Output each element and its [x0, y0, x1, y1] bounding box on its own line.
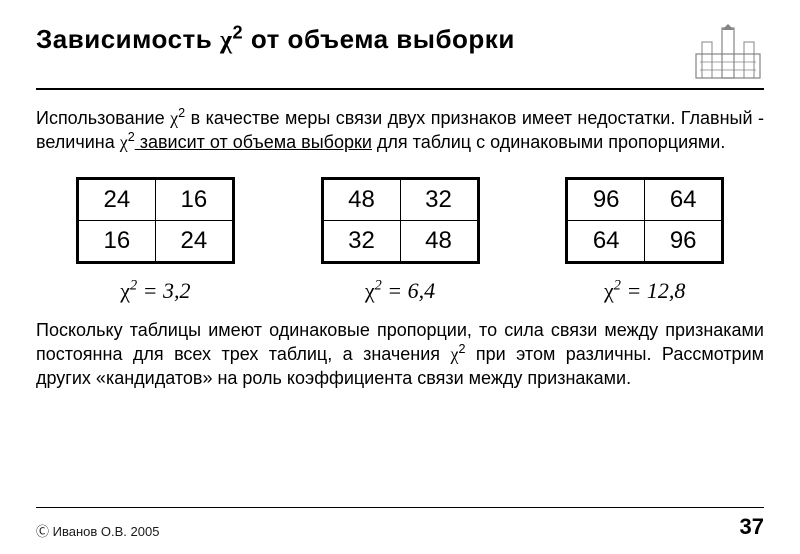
chi-exponent: 2 [128, 130, 135, 144]
cell: 16 [155, 178, 233, 220]
slide-title: Зависимость χ2 от объема выборки [36, 24, 515, 55]
chi-formula-1: χ2 = 3,2 [120, 278, 190, 304]
cell: 24 [77, 178, 155, 220]
chi-value: 3,2 [163, 278, 191, 303]
table-block-3: 96 64 64 96 χ2 = 12,8 [535, 177, 754, 304]
data-table-2: 48 32 32 48 [321, 177, 480, 264]
chi-formula-2: χ2 = 6,4 [365, 278, 435, 304]
page-number: 37 [740, 514, 764, 540]
cell: 96 [645, 220, 723, 262]
slide-footer: Ⓒ Иванов О.В. 2005 37 [36, 507, 764, 540]
table-block-1: 24 16 16 24 χ2 = 3,2 [46, 177, 265, 304]
title-pre: Зависимость [36, 24, 220, 54]
table-block-2: 48 32 32 48 χ2 = 6,4 [291, 177, 510, 304]
chi-symbol: χ [170, 108, 178, 128]
cell: 64 [567, 220, 645, 262]
chi-symbol: χ [220, 25, 233, 54]
chi-formula-3: χ2 = 12,8 [604, 278, 685, 304]
tables-container: 24 16 16 24 χ2 = 3,2 48 32 32 48 χ2 = 6,… [36, 177, 764, 304]
cell: 32 [400, 178, 478, 220]
cell: 96 [567, 178, 645, 220]
chi-exponent: 2 [233, 22, 244, 42]
intro-p4: для таблиц с одинаковыми пропорциями. [372, 132, 725, 152]
data-table-1: 24 16 16 24 [76, 177, 235, 264]
cell: 48 [400, 220, 478, 262]
chi-value: 12,8 [647, 278, 686, 303]
cell: 64 [645, 178, 723, 220]
chi-symbol: χ [120, 132, 128, 152]
slide-header: Зависимость χ2 от объема выборки [36, 24, 764, 90]
title-post: от объема выборки [243, 24, 515, 54]
data-table-3: 96 64 64 96 [565, 177, 724, 264]
table-row: 32 48 [322, 220, 478, 262]
intro-paragraph: Использование χ2 в качестве меры связи д… [36, 106, 764, 155]
table-row: 96 64 [567, 178, 723, 220]
table-row: 16 24 [77, 220, 233, 262]
university-logo-icon [692, 24, 764, 80]
conclusion-paragraph: Поскольку таблицы имеют одинаковые пропо… [36, 318, 764, 391]
intro-p1: Использование [36, 108, 170, 128]
table-row: 64 96 [567, 220, 723, 262]
cell: 32 [322, 220, 400, 262]
table-row: 48 32 [322, 178, 478, 220]
copyright-value: Иванов О.В. 2005 [53, 524, 160, 539]
chi-value: 6,4 [408, 278, 436, 303]
cell: 24 [155, 220, 233, 262]
intro-underlined: зависит от объема выборки [135, 132, 372, 152]
cell: 48 [322, 178, 400, 220]
table-row: 24 16 [77, 178, 233, 220]
cell: 16 [77, 220, 155, 262]
copyright-text: Ⓒ Иванов О.В. 2005 [36, 521, 159, 540]
